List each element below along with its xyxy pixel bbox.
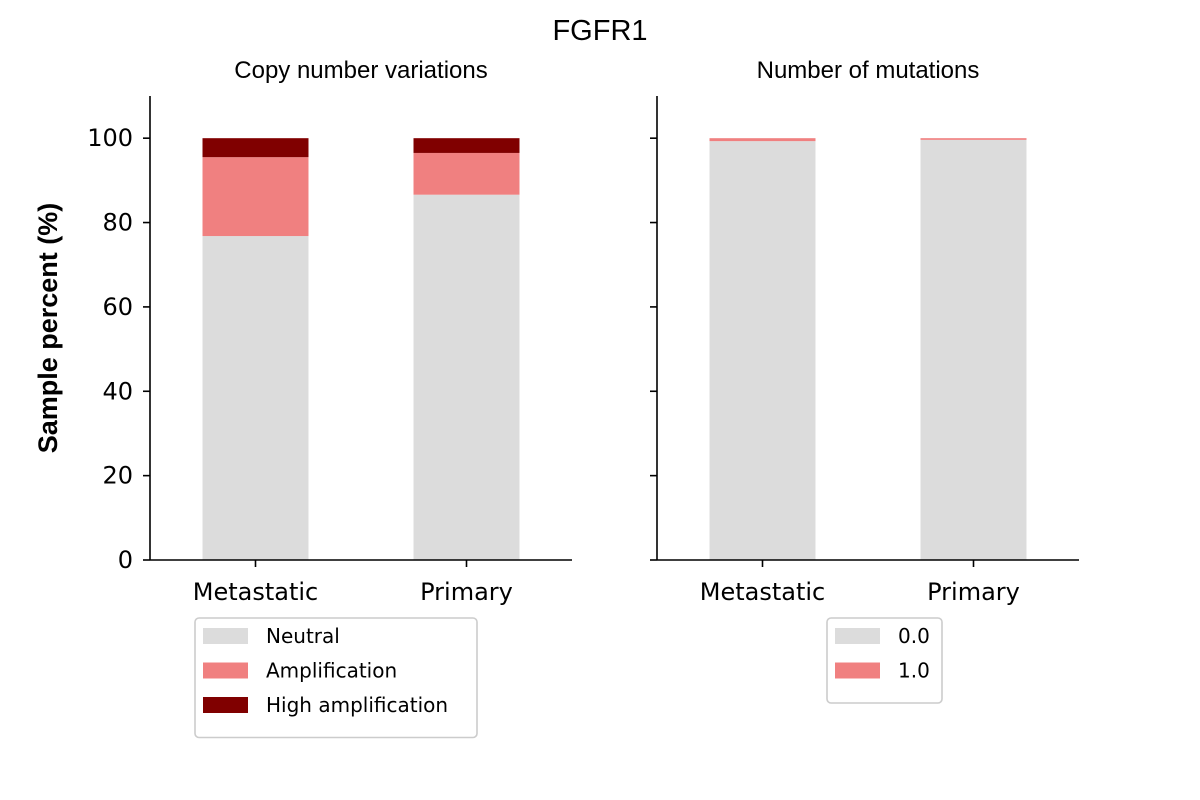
- bar-primary-neutral: [413, 194, 520, 561]
- bar-primary-high-amplification: [413, 138, 520, 153]
- x-tick-label: Metastatic: [700, 578, 825, 606]
- y-tick-label: 40: [102, 377, 133, 405]
- bar-metastatic-neutral: [202, 236, 309, 560]
- panel-title-mutations: Number of mutations: [757, 57, 980, 84]
- ticks-mutations: Metastatic Primary: [650, 137, 1020, 606]
- legend-label: 0.0: [898, 624, 930, 648]
- y-tick-label: 20: [102, 462, 133, 490]
- bar-primary-0-0: [920, 139, 1027, 561]
- legend-frame: [194, 617, 478, 739]
- bar-primary-1-0: [920, 138, 1027, 140]
- legend-mutations: 0.01.0: [826, 617, 943, 704]
- legend-copy-number: Neutral Amplification High amplification: [194, 617, 478, 739]
- legend-swatch: [203, 628, 248, 644]
- y-axis-label: Sample percent (%): [33, 203, 63, 454]
- bar-metastatic-high-amplification: [202, 138, 309, 158]
- legend-label: Neutral: [266, 624, 340, 648]
- panel-title-copy-number: Copy number variations: [234, 57, 487, 84]
- y-tick-label: 60: [102, 293, 133, 321]
- y-tick-label: 100: [87, 124, 133, 152]
- x-tick-label: Primary: [420, 578, 513, 606]
- panel-copy-number: Copy number variations 0 20 40 60 80 100 Metas…: [87, 57, 572, 739]
- legend-label: Amplification: [266, 659, 397, 683]
- ticks-copy-number: 0 20 40 60 80 100 Metastatic Primary: [87, 124, 513, 606]
- figure-title: FGFR1: [552, 15, 647, 47]
- bar-primary-amplification: [413, 152, 520, 195]
- x-tick-label: Metastatic: [193, 578, 318, 606]
- legend-swatch: [203, 662, 248, 679]
- x-tick-label: Primary: [927, 578, 1020, 606]
- bar-metastatic-1-0: [709, 138, 816, 142]
- bars-copy-number: [202, 138, 520, 561]
- y-tick-label: 80: [102, 209, 133, 237]
- legend-label: High amplification: [266, 693, 448, 717]
- legend-swatch: [203, 697, 248, 713]
- bars-mutations: [709, 138, 1027, 561]
- legend-label: 1.0: [898, 659, 930, 683]
- panel-mutations: Number of mutations Metastatic Primary 0.…: [650, 57, 1079, 704]
- bar-metastatic-0-0: [709, 141, 816, 560]
- legend-swatch: [835, 662, 880, 679]
- legend-swatch: [835, 628, 880, 644]
- bar-metastatic-amplification: [202, 157, 309, 237]
- y-tick-label: 0: [118, 546, 133, 574]
